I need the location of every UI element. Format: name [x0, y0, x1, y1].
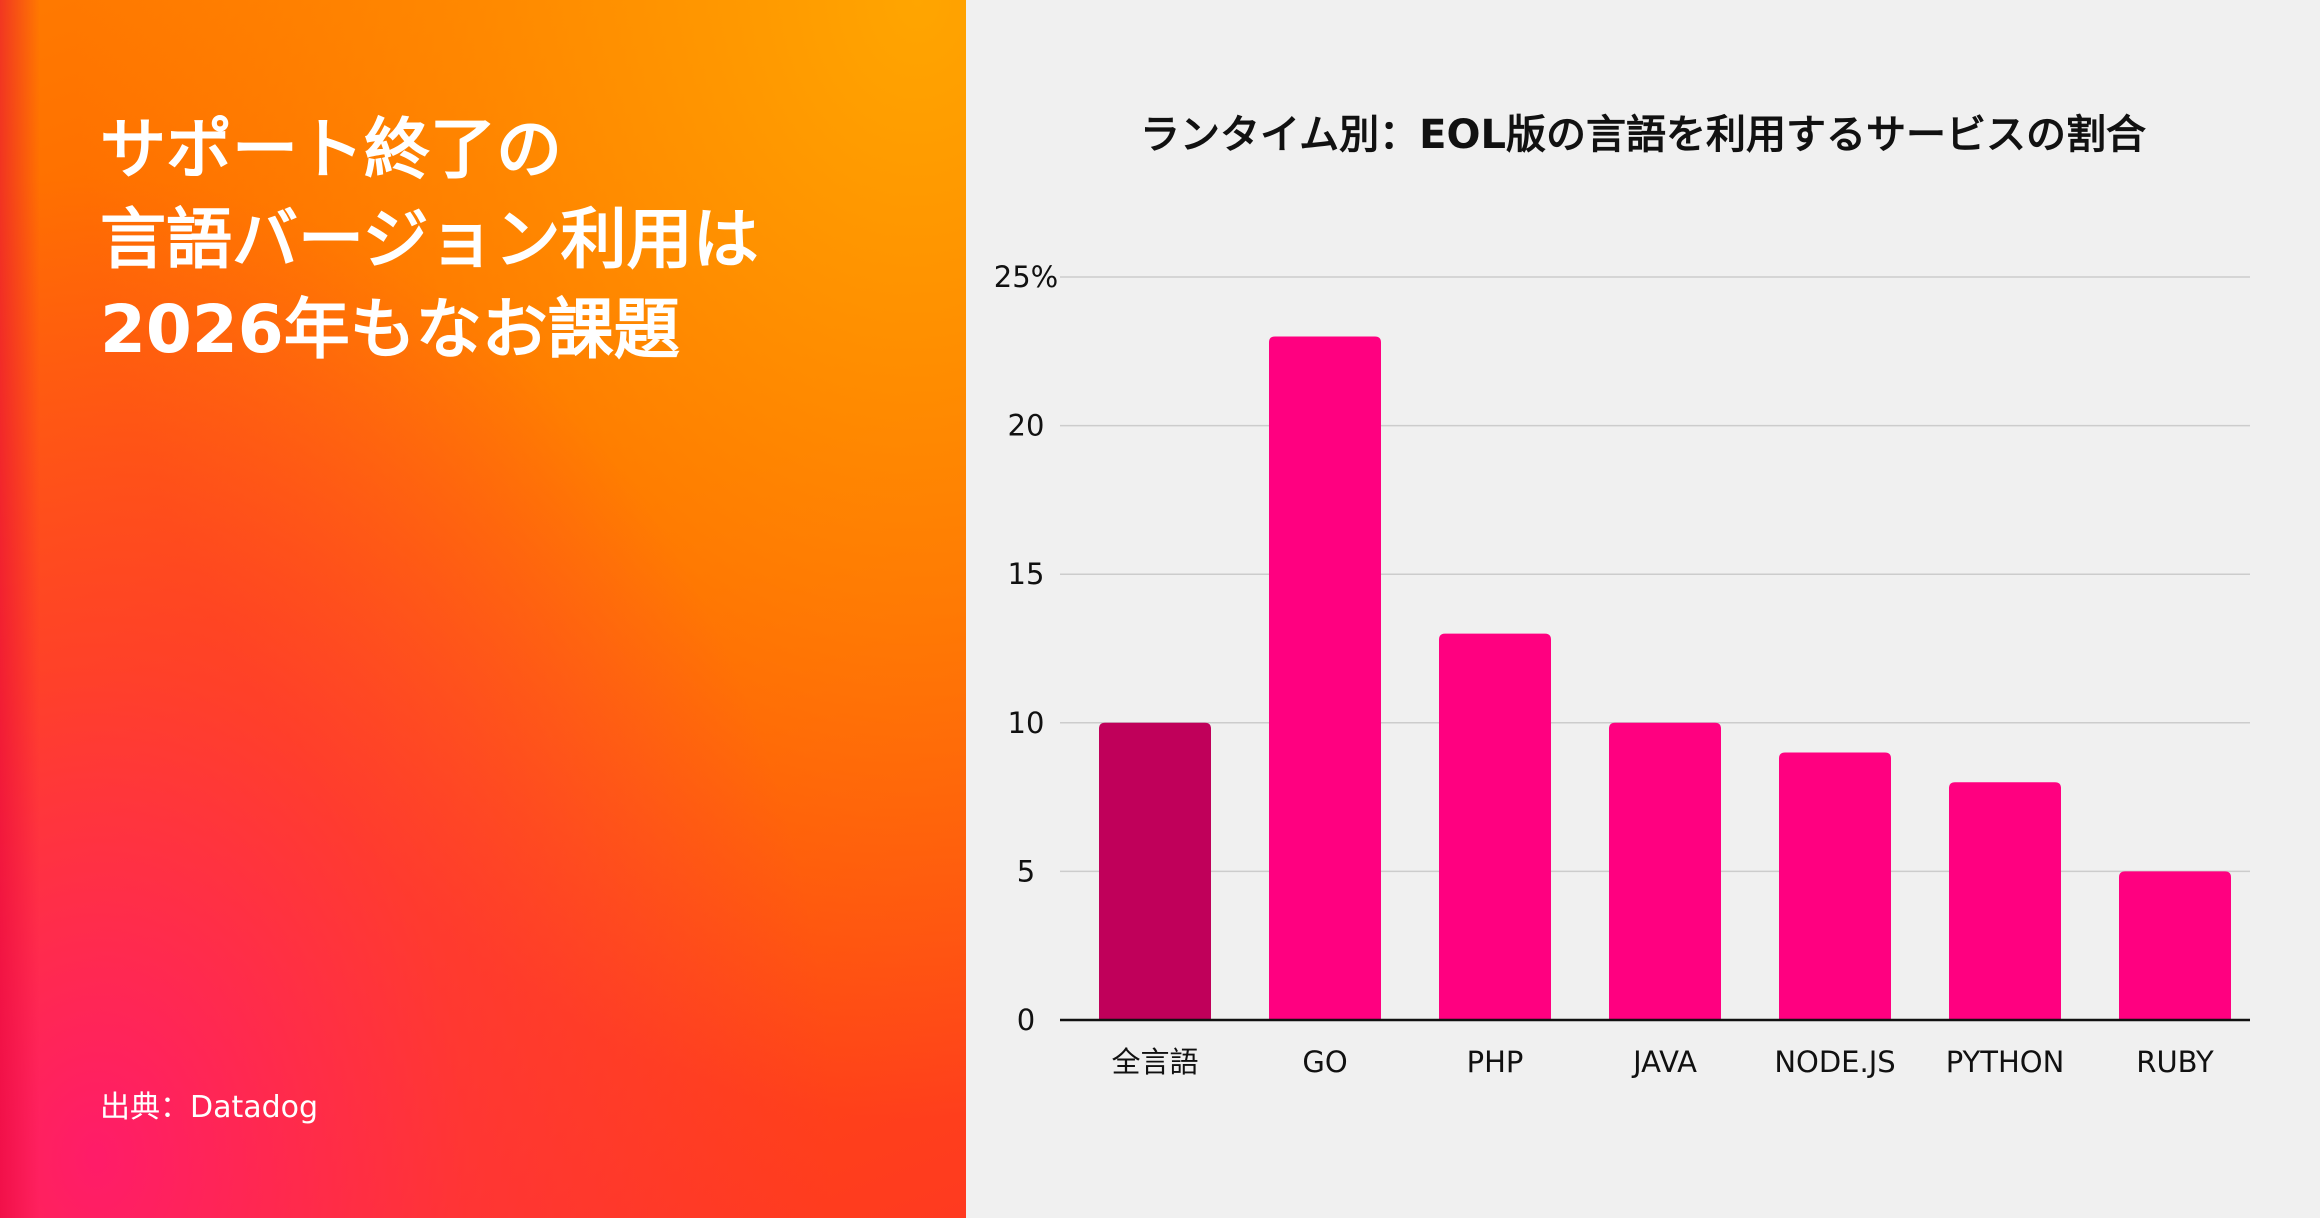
x-tick-label: PYTHON — [1946, 1045, 2065, 1079]
bar-node-js — [1779, 752, 1891, 1020]
y-tick-label: 0 — [1017, 1003, 1035, 1037]
headline-line-3: 2026年もなお課題 — [100, 291, 680, 368]
y-tick-label: 5 — [1017, 854, 1035, 888]
bar-java — [1609, 722, 1721, 1020]
headline-panel: サポート終了の 言語バージョン利用は 2026年もなお課題 出典：Datadog — [0, 0, 966, 1218]
source-credit: 出典：Datadog — [100, 1090, 319, 1125]
chart-title: ランタイム別：EOL版の言語を利用するサービスの割合 — [1139, 112, 2147, 158]
y-tick-label: 10 — [1008, 706, 1045, 740]
bar-ruby — [2119, 871, 2231, 1020]
x-tick-label: 全言語 — [1111, 1045, 1198, 1079]
x-tick-label: JAVA — [1631, 1045, 1697, 1079]
y-tick-label: 20 — [1008, 409, 1045, 443]
x-tick-label: NODE.JS — [1774, 1045, 1895, 1079]
chart-panel: ランタイム別：EOL版の言語を利用するサービスの割合 0 5 10 15 20 25% 全… — [966, 0, 2320, 1218]
y-axis-ticks: 0 5 10 15 20 25% — [994, 260, 1058, 1037]
headline-line-1: サポート終了の — [100, 111, 562, 188]
headline-line-2: 言語バージョン利用は — [100, 201, 759, 278]
x-tick-label: RUBY — [2136, 1045, 2214, 1079]
x-axis-ticks: 全言語 GO PHP JAVA NODE.JS PYTHON RUBY — [1111, 1045, 2213, 1079]
y-tick-label: 15 — [1008, 557, 1045, 591]
bar-chart: 0 5 10 15 20 25% 全言語 GO PHP JAVA NODE.JS PYTHON RUB… — [994, 260, 2250, 1079]
bars — [1099, 336, 2231, 1020]
bar-python — [1949, 782, 2061, 1020]
y-tick-label: 25% — [994, 260, 1058, 294]
x-tick-label: GO — [1302, 1045, 1347, 1079]
bar-go — [1269, 336, 1381, 1020]
headline: サポート終了の 言語バージョン利用は 2026年もなお課題 — [100, 105, 920, 375]
bar- — [1099, 722, 1211, 1020]
bar-php — [1439, 633, 1551, 1020]
x-tick-label: PHP — [1467, 1045, 1524, 1079]
